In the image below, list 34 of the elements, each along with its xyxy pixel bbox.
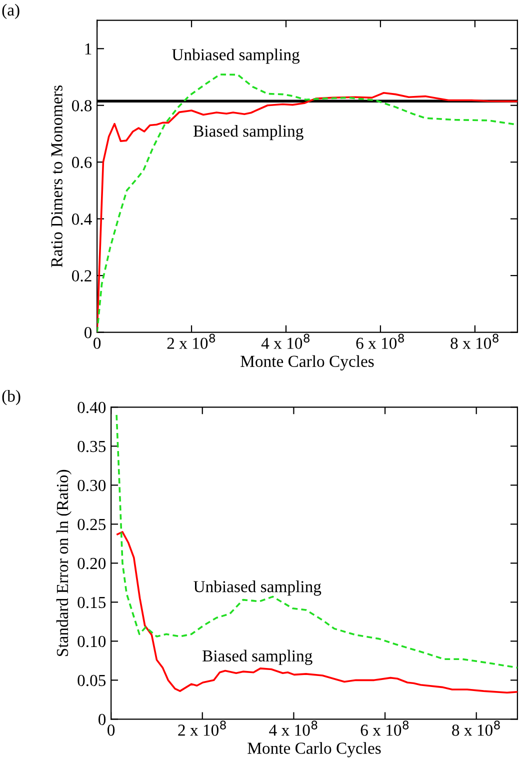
y-tick-label: 0.8: [72, 100, 92, 112]
y-axis-title: Standard Error on ln (Ratio): [56, 470, 72, 656]
y-tick-label: 0.20: [78, 558, 106, 570]
line-series: [116, 531, 518, 694]
x-tick-label: 8 x 10$^{8}$: [450, 334, 498, 349]
x-axis-title: Monte Carlo Cycles: [240, 355, 374, 370]
y-tick-label: 0.25: [78, 518, 106, 530]
x-tick-label: 2 x 10$^{8}$: [167, 334, 216, 349]
x-tick-label: 4 x 10$^{8}$: [261, 334, 310, 349]
y-tick-label: 0.2: [72, 270, 92, 282]
series-label: Biased sampling: [194, 125, 304, 140]
text: (b): [2, 390, 20, 406]
y-axis-title: Ratio Dimers to Monomers: [51, 85, 62, 268]
x-axis-title: Monte Carlo Cycles: [248, 742, 381, 758]
x-tick-label: 4 x 10$^{8}$: [269, 720, 318, 736]
y-tick-label: 0.15: [78, 596, 106, 608]
x-tick-label: 0: [108, 724, 115, 736]
x-tick-label: 2 x 10$^{8}$: [178, 720, 226, 736]
y-tick-label: 0.4: [72, 214, 92, 225]
y-tick-label: 0.35: [78, 440, 106, 452]
x-tick-label: 6 x 10$^{8}$: [356, 334, 404, 349]
text: (a): [2, 4, 20, 20]
y-tick-label: 0.10: [78, 636, 106, 648]
y-tick-label: 1: [85, 43, 92, 54]
x-tick-label: 8 x 10$^{8}$: [452, 720, 500, 736]
y-tick-label: 0.6: [72, 156, 92, 168]
y-tick-label: 0.05: [78, 674, 106, 686]
y-tick-label: 0.40: [78, 402, 106, 414]
x-tick-label: 6 x 10$^{8}$: [360, 720, 409, 736]
series-label: Unbiased sampling: [194, 580, 322, 596]
line-series: [116, 414, 518, 669]
y-tick-label: 0.30: [78, 480, 106, 492]
series-label: Unbiased sampling: [172, 48, 300, 64]
series-label: Biased sampling: [202, 650, 312, 665]
